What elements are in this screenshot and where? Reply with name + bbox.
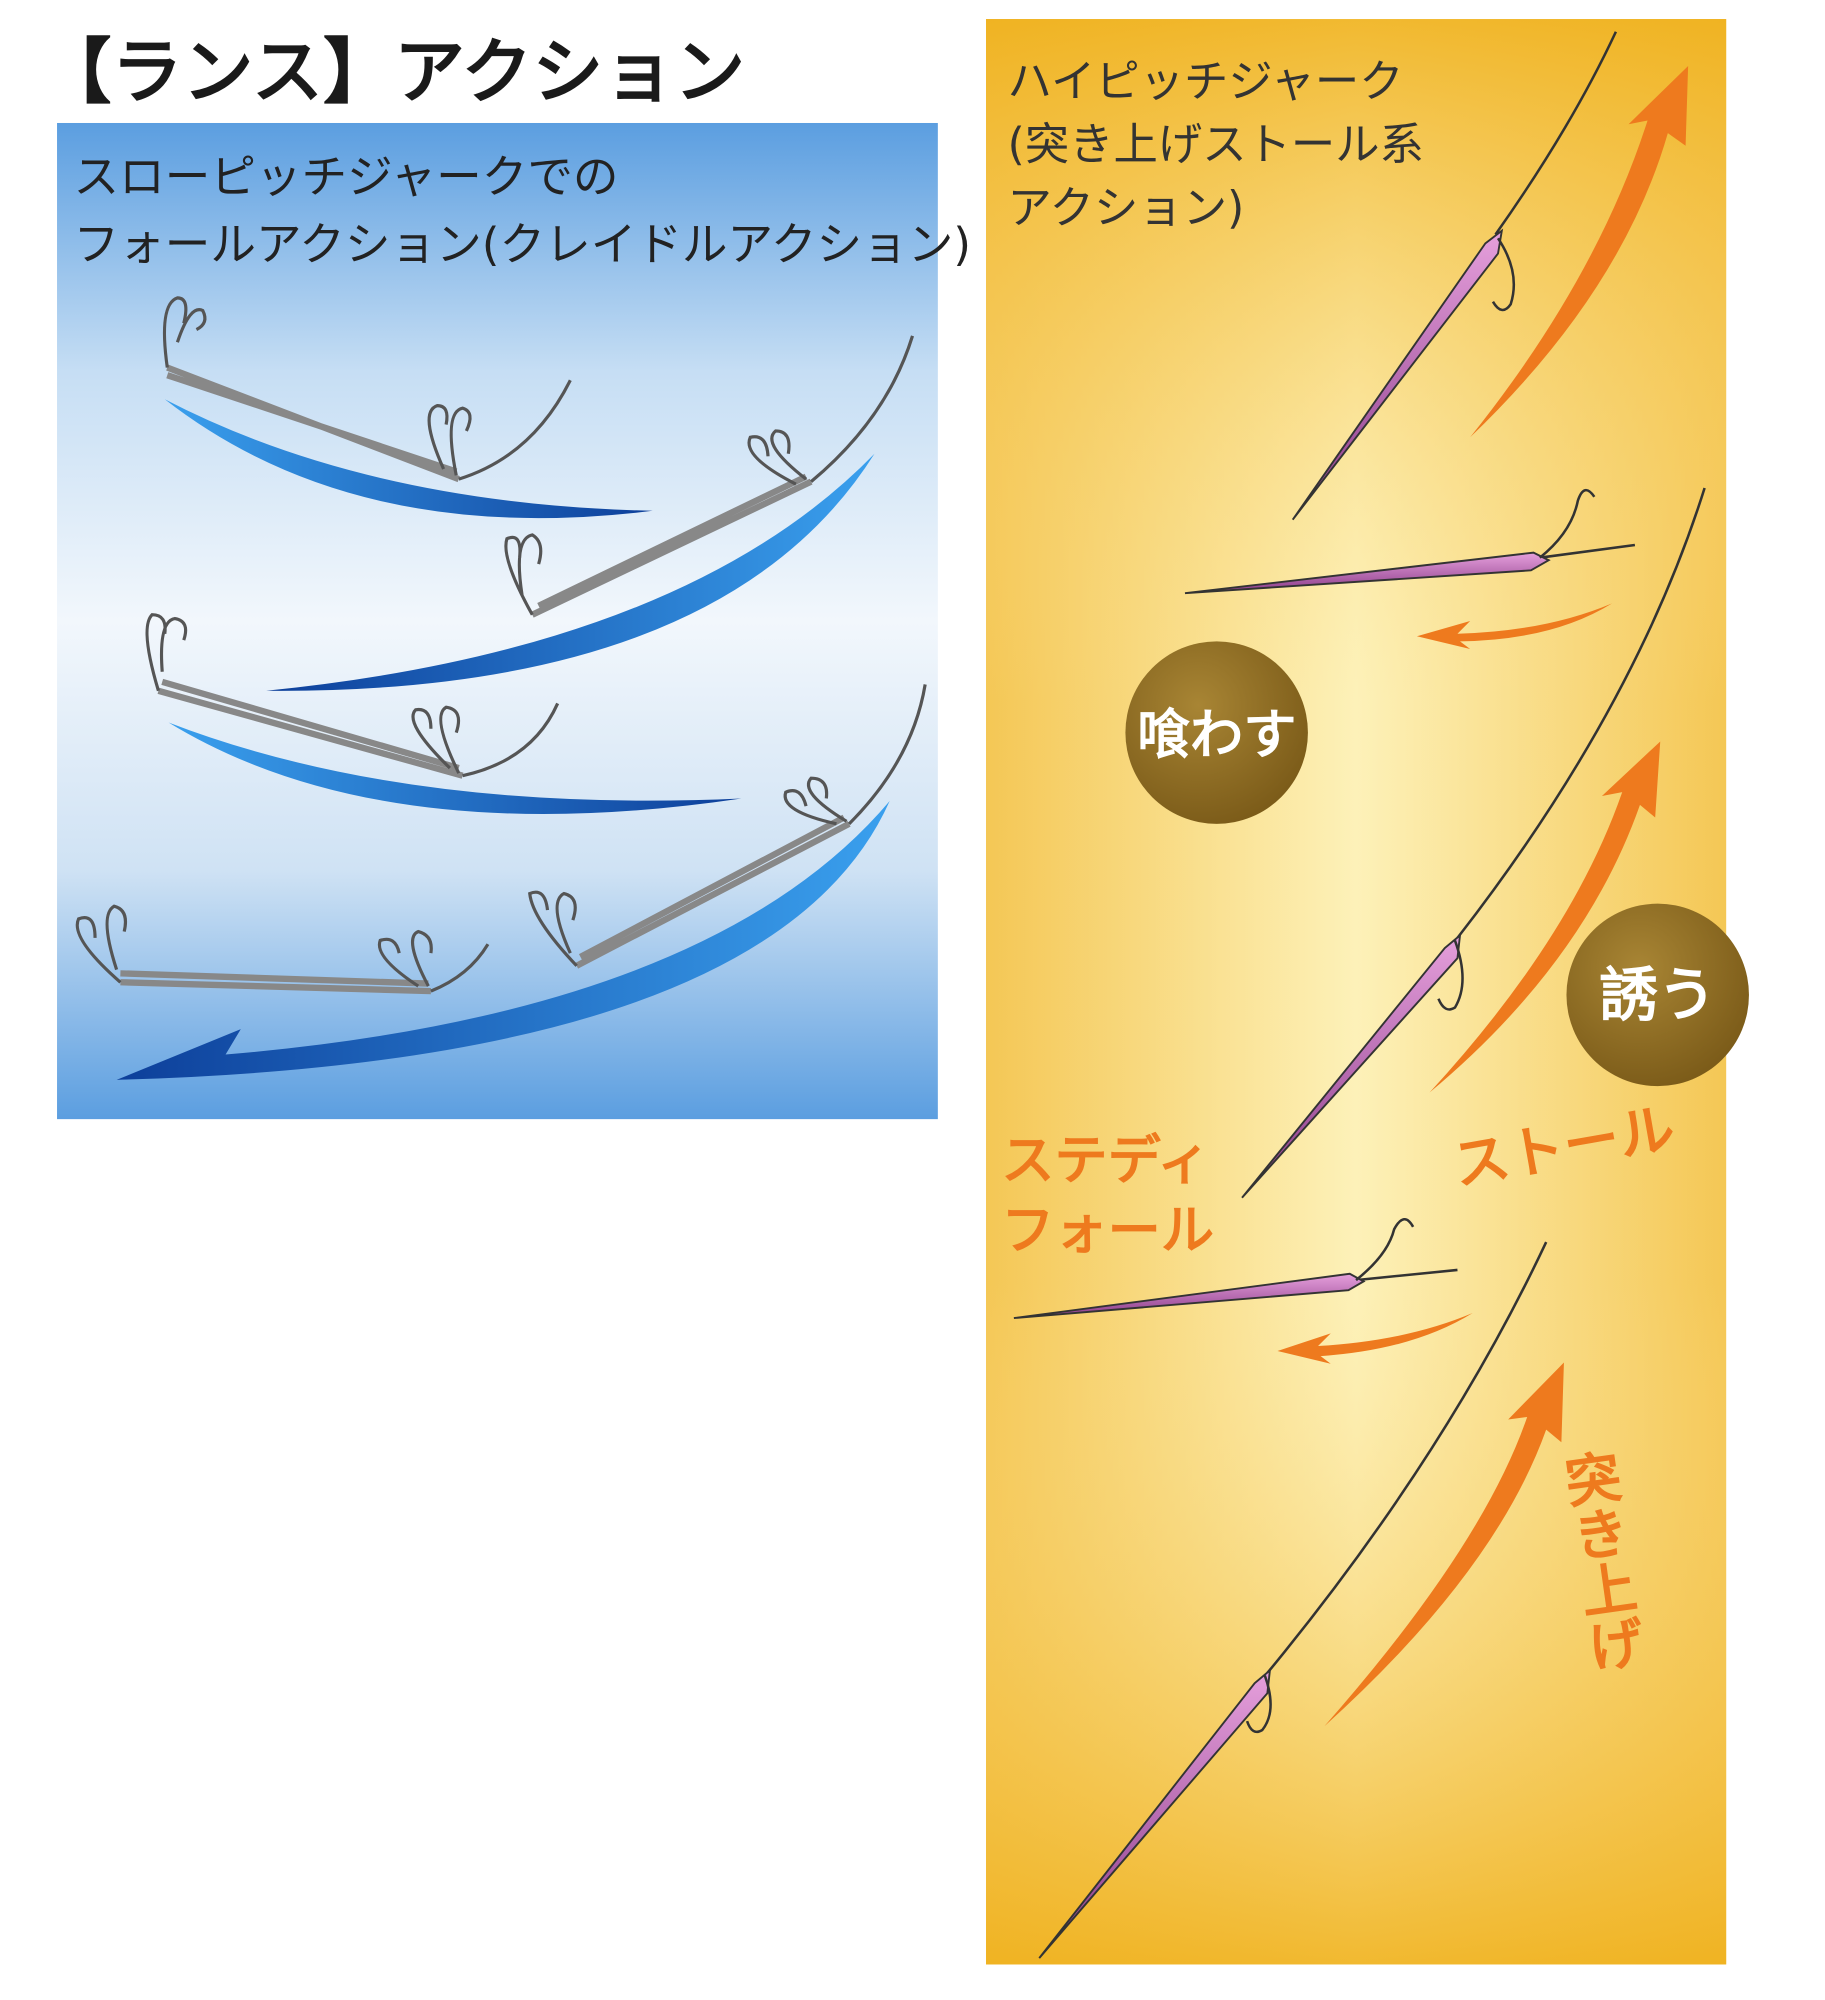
badge-lure-label: 誘う — [1599, 961, 1716, 1029]
silver-lures — [75, 296, 927, 995]
page-title: 【ランス】アクション — [41, 30, 746, 113]
pink-lure-4 — [1013, 1272, 1366, 1320]
slow-pitch-heading-line1: スローピッチジャークでの — [74, 151, 619, 204]
silver-lure-2 — [504, 335, 915, 618]
badge-eat-label: 喰わす — [1137, 704, 1297, 766]
return-arrow-2 — [1277, 1313, 1473, 1364]
blue-swoosh-3 — [168, 722, 742, 815]
high-pitch-heading-line1: ハイピッチジャーク — [1008, 56, 1404, 107]
hooks — [1245, 237, 1596, 1734]
slow-pitch-heading-line2: フォールアクション(クレイドルアクション) — [74, 218, 972, 271]
slow-pitch-background — [57, 122, 938, 1120]
blue-swoosh-arrow — [116, 801, 890, 1080]
up-arrow-1 — [1470, 65, 1689, 438]
pink-lure-1 — [1291, 228, 1504, 521]
blue-swoosh-2 — [266, 453, 875, 691]
label-steady-line1: ステディ — [1001, 1130, 1210, 1192]
high-pitch-panel: ハイピッチジャーク (突き上げストール系 アクション) — [986, 19, 1749, 1965]
fishing-lines — [1266, 31, 1706, 1674]
blue-swoosh-1 — [164, 399, 653, 519]
silver-lure-5 — [528, 684, 927, 969]
badge-lure: 誘う — [1566, 903, 1749, 1087]
label-steady-line2: フォール — [1001, 1199, 1214, 1261]
orange-arrows — [1277, 65, 1689, 1727]
pink-lures — [1013, 228, 1596, 1959]
pink-lure-5 — [1038, 1668, 1272, 1959]
slow-pitch-panel: スローピッチジャークでの フォールアクション(クレイドルアクション) — [57, 122, 972, 1120]
pink-lure-3 — [1241, 933, 1462, 1199]
silver-lure-1 — [162, 296, 572, 483]
badge-eat: 喰わす — [1125, 641, 1308, 824]
return-arrow-1 — [1416, 603, 1613, 649]
up-arrow-3 — [1324, 1362, 1564, 1727]
silver-lure-4 — [75, 904, 490, 995]
silver-lure-3 — [145, 613, 560, 779]
pink-lure-2 — [1184, 551, 1551, 595]
high-pitch-heading-line3: アクション) — [1008, 183, 1245, 234]
up-arrow-2 — [1429, 741, 1661, 1093]
high-pitch-heading-line2: (突き上げストール系 — [1008, 120, 1424, 171]
